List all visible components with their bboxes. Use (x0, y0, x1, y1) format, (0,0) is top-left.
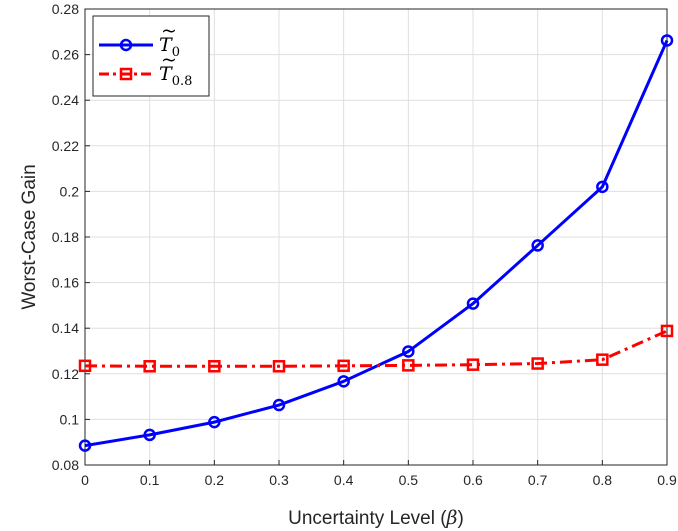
series-2-point (596, 353, 609, 366)
y-tick-label: 0.14 (52, 320, 79, 336)
series-1-point (208, 415, 221, 429)
series-2-line (84, 329, 668, 368)
y-tick-label: 0.1 (60, 411, 80, 427)
series-1-point (402, 345, 415, 358)
series-1-point (143, 428, 156, 442)
series-1-point (78, 439, 92, 452)
legend-label-series-2: T0.8 (159, 63, 192, 89)
y-tick-label: 0.22 (52, 138, 79, 154)
series-2-point (78, 359, 92, 373)
series-2-point (143, 360, 156, 373)
legend-label-series-1: T0 (159, 34, 180, 60)
axis-ticks: 0 0.1 0.2 0.3 0.4 0.5 0.6 0.7 0.8 0.9 0.08 0.1 0.12 0… (52, 1, 677, 488)
series-1-point (660, 34, 674, 47)
series-2-point (208, 360, 221, 373)
legend-tilde-series-1: ~ (161, 20, 177, 42)
series-1-point (531, 239, 544, 252)
x-tick-label: 0.1 (140, 472, 160, 488)
series-1-point (466, 297, 480, 310)
series-2-point (531, 357, 544, 370)
y-tick-label: 0.2 (60, 183, 80, 199)
y-tick-label: 0.24 (52, 92, 79, 108)
series-2-point (466, 358, 480, 371)
series-2-point (402, 359, 415, 372)
x-tick-label: 0.5 (399, 472, 419, 488)
legend-marker-series-2 (119, 67, 133, 81)
x-tick-label: 0 (81, 472, 89, 488)
legend-box (92, 15, 210, 97)
x-tick-label: 0.4 (334, 472, 354, 488)
series-2-point (660, 324, 674, 338)
x-tick-label: 0.6 (463, 472, 483, 488)
x-tick-label: 0.2 (205, 472, 225, 488)
series-2-point (337, 359, 350, 373)
series-group (78, 34, 674, 452)
x-tick-label: 0.7 (528, 472, 548, 488)
series-1-point (272, 398, 286, 412)
legend-tilde-series-2: ~ (161, 49, 177, 71)
y-axis-label: Worst-Case Gain (19, 164, 40, 309)
y-tick-label: 0.18 (52, 229, 79, 245)
y-tick-label: 0.12 (52, 366, 79, 382)
y-tick-label: 0.26 (52, 47, 79, 63)
legend-marker-series-1 (119, 38, 133, 52)
x-tick-label: 0.9 (657, 472, 677, 488)
x-tick-label: 0.3 (269, 472, 289, 488)
x-axis-label: Uncertainty Level (β) (288, 507, 464, 529)
y-tick-label: 0.28 (52, 1, 79, 17)
series-1-point (596, 180, 609, 194)
y-tick-label: 0.08 (52, 457, 79, 473)
series-2-point (272, 360, 286, 373)
series-1-line (84, 39, 669, 448)
series-1-point (337, 375, 350, 388)
y-tick-label: 0.16 (52, 275, 79, 291)
legend: T0 ~ T0.8 ~ (92, 15, 210, 97)
x-tick-label: 0.8 (593, 472, 613, 488)
